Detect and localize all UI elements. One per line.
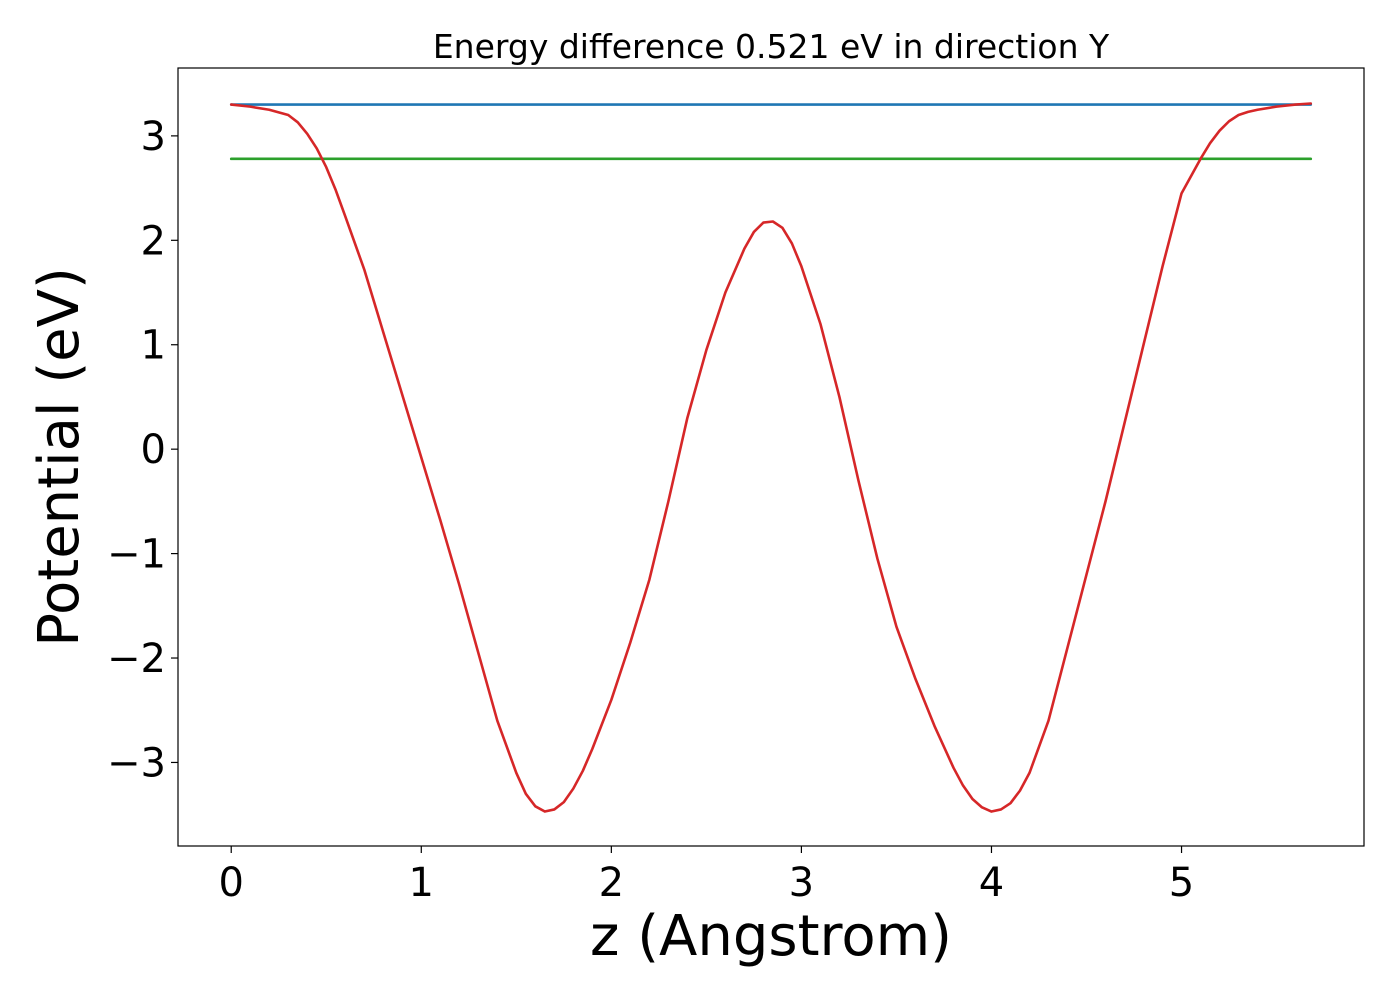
y-tick-label: 3 [141,114,166,160]
x-tick-label: 0 [218,860,243,906]
x-axis-label: z (Angstrom) [590,904,952,969]
y-axis-label: Potential (eV) [27,267,92,647]
y-tick-label: 2 [141,218,166,264]
y-tick-label: 1 [141,323,166,369]
x-tick-label: 1 [409,860,434,906]
series-layer [229,102,1313,813]
x-tick-label: 5 [1169,860,1194,906]
y-tick-label: −3 [107,740,166,786]
x-tick-label: 2 [599,860,624,906]
y-tick-label: −2 [107,636,166,682]
chart-title: Energy difference 0.521 eV in direction … [433,27,1110,66]
y-tick-label: −1 [107,532,166,578]
x-tick-label: 3 [789,860,814,906]
x-ticks: 0 1 2 3 4 5 [218,846,1194,906]
x-tick-label: 4 [979,860,1004,906]
y-tick-label: 0 [141,427,166,473]
series-line-0 [229,102,1313,813]
y-ticks: −3 −2 −1 0 1 2 3 [107,114,178,786]
plot-frame [177,67,1365,847]
